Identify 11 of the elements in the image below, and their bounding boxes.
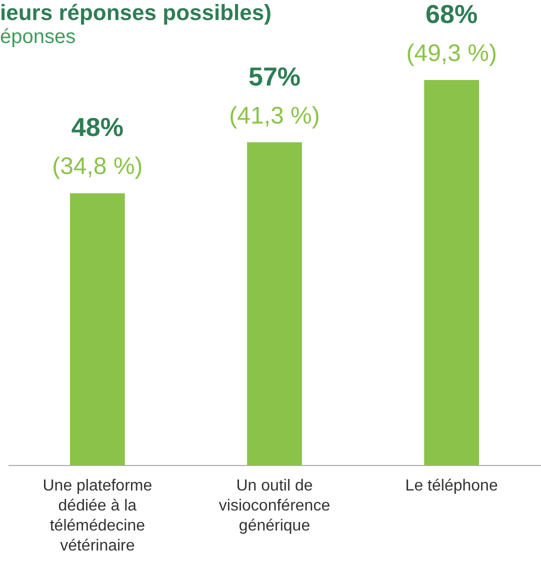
text: (49,3 %) [406, 40, 497, 67]
x-tick-label: Un outil de visioconférence générique [218, 478, 330, 534]
chart-title: ieurs réponses possibles) [0, 0, 272, 26]
data-label: 68% [426, 0, 478, 29]
chart-subtitle: éponses [0, 26, 76, 49]
x-tick-label: Une plateforme dédiée à la télémédecine vétérinaire [42, 478, 152, 554]
data-label: 48% [71, 112, 124, 142]
annotation: (34,8 %) [52, 153, 143, 180]
annotation: (41,3 %) [229, 102, 320, 130]
data-label: 57% [248, 61, 301, 92]
x-tick-label: Le téléphone [405, 478, 498, 494]
